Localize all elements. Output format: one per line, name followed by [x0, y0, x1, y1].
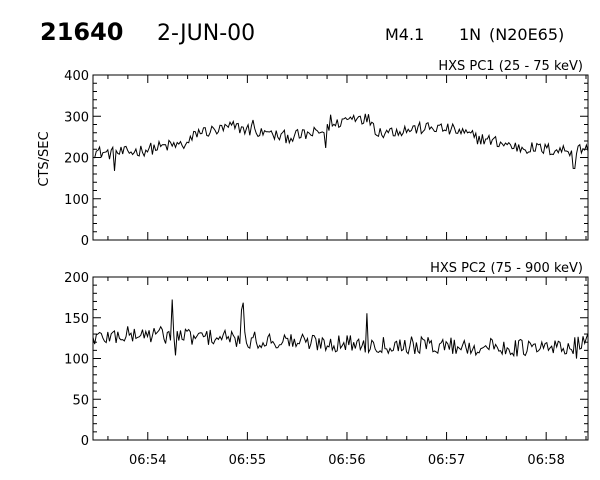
xtick-label-pc2-4: 06:58 — [527, 453, 564, 468]
ytick-label-pc2-4: 200 — [64, 271, 89, 286]
h-alpha-class: 1N — [459, 25, 481, 44]
event-id: 21640 — [40, 18, 124, 46]
event-date: 2-JUN-00 — [157, 21, 255, 46]
ytick-label-pc1-3: 300 — [64, 110, 89, 125]
series-line-pc1 — [92, 113, 589, 171]
ytick-label-pc1-4: 400 — [64, 69, 89, 84]
panel-title-pc1: HXS PC1 (25 - 75 keV) — [438, 59, 583, 74]
goes-class: M4.1 — [385, 25, 424, 44]
ytick-labels-pc2: 0 50 100 150 200 — [64, 271, 89, 449]
y-axis-label: CTS/SEC — [37, 131, 52, 186]
plot-frame-pc1 — [92, 74, 589, 241]
flare-location: (N20E65) — [489, 25, 564, 44]
panel-pc1: HXS PC1 (25 - 75 keV) CTS/SEC 0 100 200 300… — [37, 59, 589, 249]
ytick-label-pc2-2: 100 — [64, 353, 89, 368]
xtick-label-pc2-0: 06:54 — [129, 453, 166, 468]
panel-pc2: HXS PC2 (75 - 900 keV) 0 50 100 150 200 06:5… — [64, 261, 589, 468]
xtick-label-pc2-2: 06:56 — [328, 453, 365, 468]
xtick-label-pc2-1: 06:55 — [229, 453, 266, 468]
ytick-labels-pc1: 0 100 200 300 400 — [64, 69, 89, 249]
panel-title-pc2: HXS PC2 (75 - 900 keV) — [430, 261, 583, 276]
ytick-label-pc2-3: 150 — [64, 312, 89, 327]
xtick-label-pc2-3: 06:57 — [428, 453, 465, 468]
ticks-pc1 — [93, 74, 588, 241]
ytick-label-pc1-0: 0 — [81, 234, 89, 249]
ytick-label-pc2-1: 50 — [72, 393, 89, 408]
ytick-label-pc1-2: 200 — [64, 152, 89, 167]
series-line-pc2 — [92, 299, 589, 359]
ytick-label-pc2-0: 0 — [81, 434, 89, 449]
ytick-label-pc1-1: 100 — [64, 193, 89, 208]
xtick-labels-pc2: 06:54 06:55 06:56 06:57 06:58 — [129, 453, 565, 468]
ticks-pc2 — [93, 276, 588, 441]
plot-frame-pc2 — [92, 276, 589, 441]
